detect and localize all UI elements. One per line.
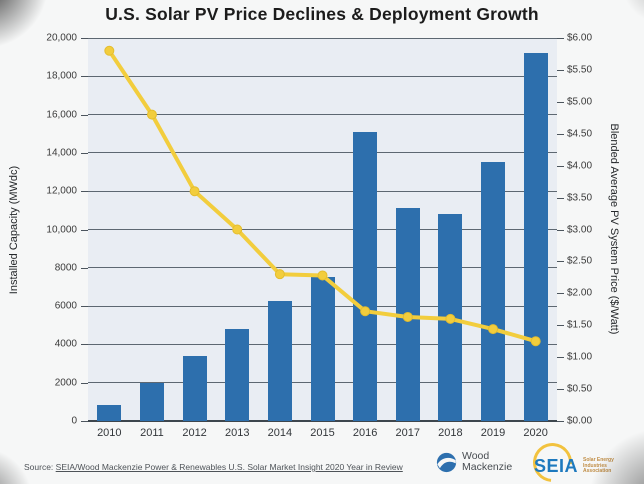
left-axis-tick-label: 12,000 [46,185,77,197]
left-axis-tick-label: 2000 [54,377,77,389]
right-axis-tick [557,133,564,135]
right-axis-tick [557,261,564,263]
price-marker-2020 [530,336,541,347]
left-axis-tick [81,152,88,154]
x-axis-label-2018: 2018 [438,427,463,439]
price-marker-2014 [274,269,285,280]
right-axis-tick-label: $0.50 [567,383,593,395]
x-axis-label-2012: 2012 [182,427,207,439]
right-axis-tick-label: $3.00 [567,224,593,235]
left-axis-tick [81,344,88,346]
price-marker-2015 [317,270,328,281]
price-marker-2010 [104,45,115,56]
left-axis-tick [81,229,88,231]
right-axis-tick [557,293,564,295]
right-axis-tick-label: $0.00 [567,415,593,427]
left-axis-tick-label: 14,000 [46,147,77,159]
seia-wordmark: SEIA [534,456,579,476]
price-line [107,48,538,344]
price-line-layer [104,45,541,347]
seia-tagline: Solar Energy Industries Association [583,457,614,474]
right-axis-tick-label: $2.00 [567,287,593,299]
wood-mackenzie-globe-icon [436,452,457,472]
left-axis-tick [81,306,88,308]
right-axis-tick [557,69,564,71]
right-axis-tick-label: $6.00 [567,32,593,44]
left-axis-tick-label: 10,000 [46,224,77,235]
right-axis-tick-label: $4.00 [567,160,593,172]
price-marker-2019 [488,324,499,335]
x-axis-label-2020: 2020 [523,427,548,439]
left-axis-tick [81,114,88,116]
price-marker-2016 [360,306,371,317]
source-note: Source: SEIA/Wood Mackenzie Power & Rene… [24,462,403,472]
x-axis-label-2016: 2016 [352,427,378,439]
right-axis-tick [557,325,564,327]
right-axis-tick-label: $1.50 [567,319,593,331]
x-axis-label-2011: 2011 [140,427,164,439]
source-label: Source: [24,462,54,472]
left-axis-tick-label: 0 [71,415,77,427]
price-marker-2012 [189,186,200,197]
right-axis-tick [557,101,564,103]
right-axis-title: Blended Average PV System Price ($/Watt) [608,123,620,335]
right-axis-tick-label: $4.50 [567,128,593,140]
left-axis-title: Installed Capacity (MWdc) [8,165,20,295]
left-axis-tick-label: 8000 [54,262,77,274]
seia-logo: SEIA Solar Energy Industries Association [525,435,614,484]
left-axis-tick [81,267,88,269]
right-axis-tick [557,38,564,39]
chart-title: U.S. Solar PV Price Declines & Deploymen… [105,4,539,24]
right-axis-tick-label: $5.50 [567,64,593,76]
wood-mackenzie-wordmark: Wood Mackenzie [462,450,513,473]
right-axis-tick [557,389,564,391]
right-axis-tick [557,357,564,359]
right-axis-tick-label: $5.00 [567,96,593,108]
right-axis-tick [557,421,564,422]
price-marker-2017 [402,311,413,322]
price-marker-2018 [445,313,456,324]
x-axis-label-2010: 2010 [97,427,122,439]
left-axis-tick-label: 6000 [54,300,77,312]
left-axis-tick-label: 16,000 [46,109,77,121]
x-axis-label-2015: 2015 [310,427,335,439]
x-axis-label-2013: 2013 [224,427,250,439]
right-axis-tick-label: $3.50 [567,192,593,204]
left-axis-tick [81,76,88,78]
x-axis-label-2019: 2019 [480,427,506,439]
source-link[interactable]: SEIA/Wood Mackenzie Power & Renewables U… [55,462,403,472]
x-axis-label-2017: 2017 [395,427,420,439]
left-axis-tick [81,38,88,39]
x-axis-label-2014: 2014 [267,427,293,439]
plot-area [88,37,557,422]
left-axis-tick [81,382,88,384]
left-axis-tick-label: 18,000 [46,70,77,82]
left-axis-tick [81,421,88,422]
left-axis-tick-label: 4000 [54,338,77,350]
left-axis-tick-label: 20,000 [46,32,77,44]
price-marker-2013 [232,224,243,235]
right-axis-tick [557,197,564,199]
price-marker-2011 [146,109,157,120]
left-axis-tick [81,191,88,193]
wood-mackenzie-logo: Wood Mackenzie [436,451,512,473]
right-axis-tick-label: $1.00 [567,351,593,363]
right-axis-tick [557,229,564,231]
right-axis-tick-label: $2.50 [567,255,593,267]
right-axis-tick [557,165,564,167]
